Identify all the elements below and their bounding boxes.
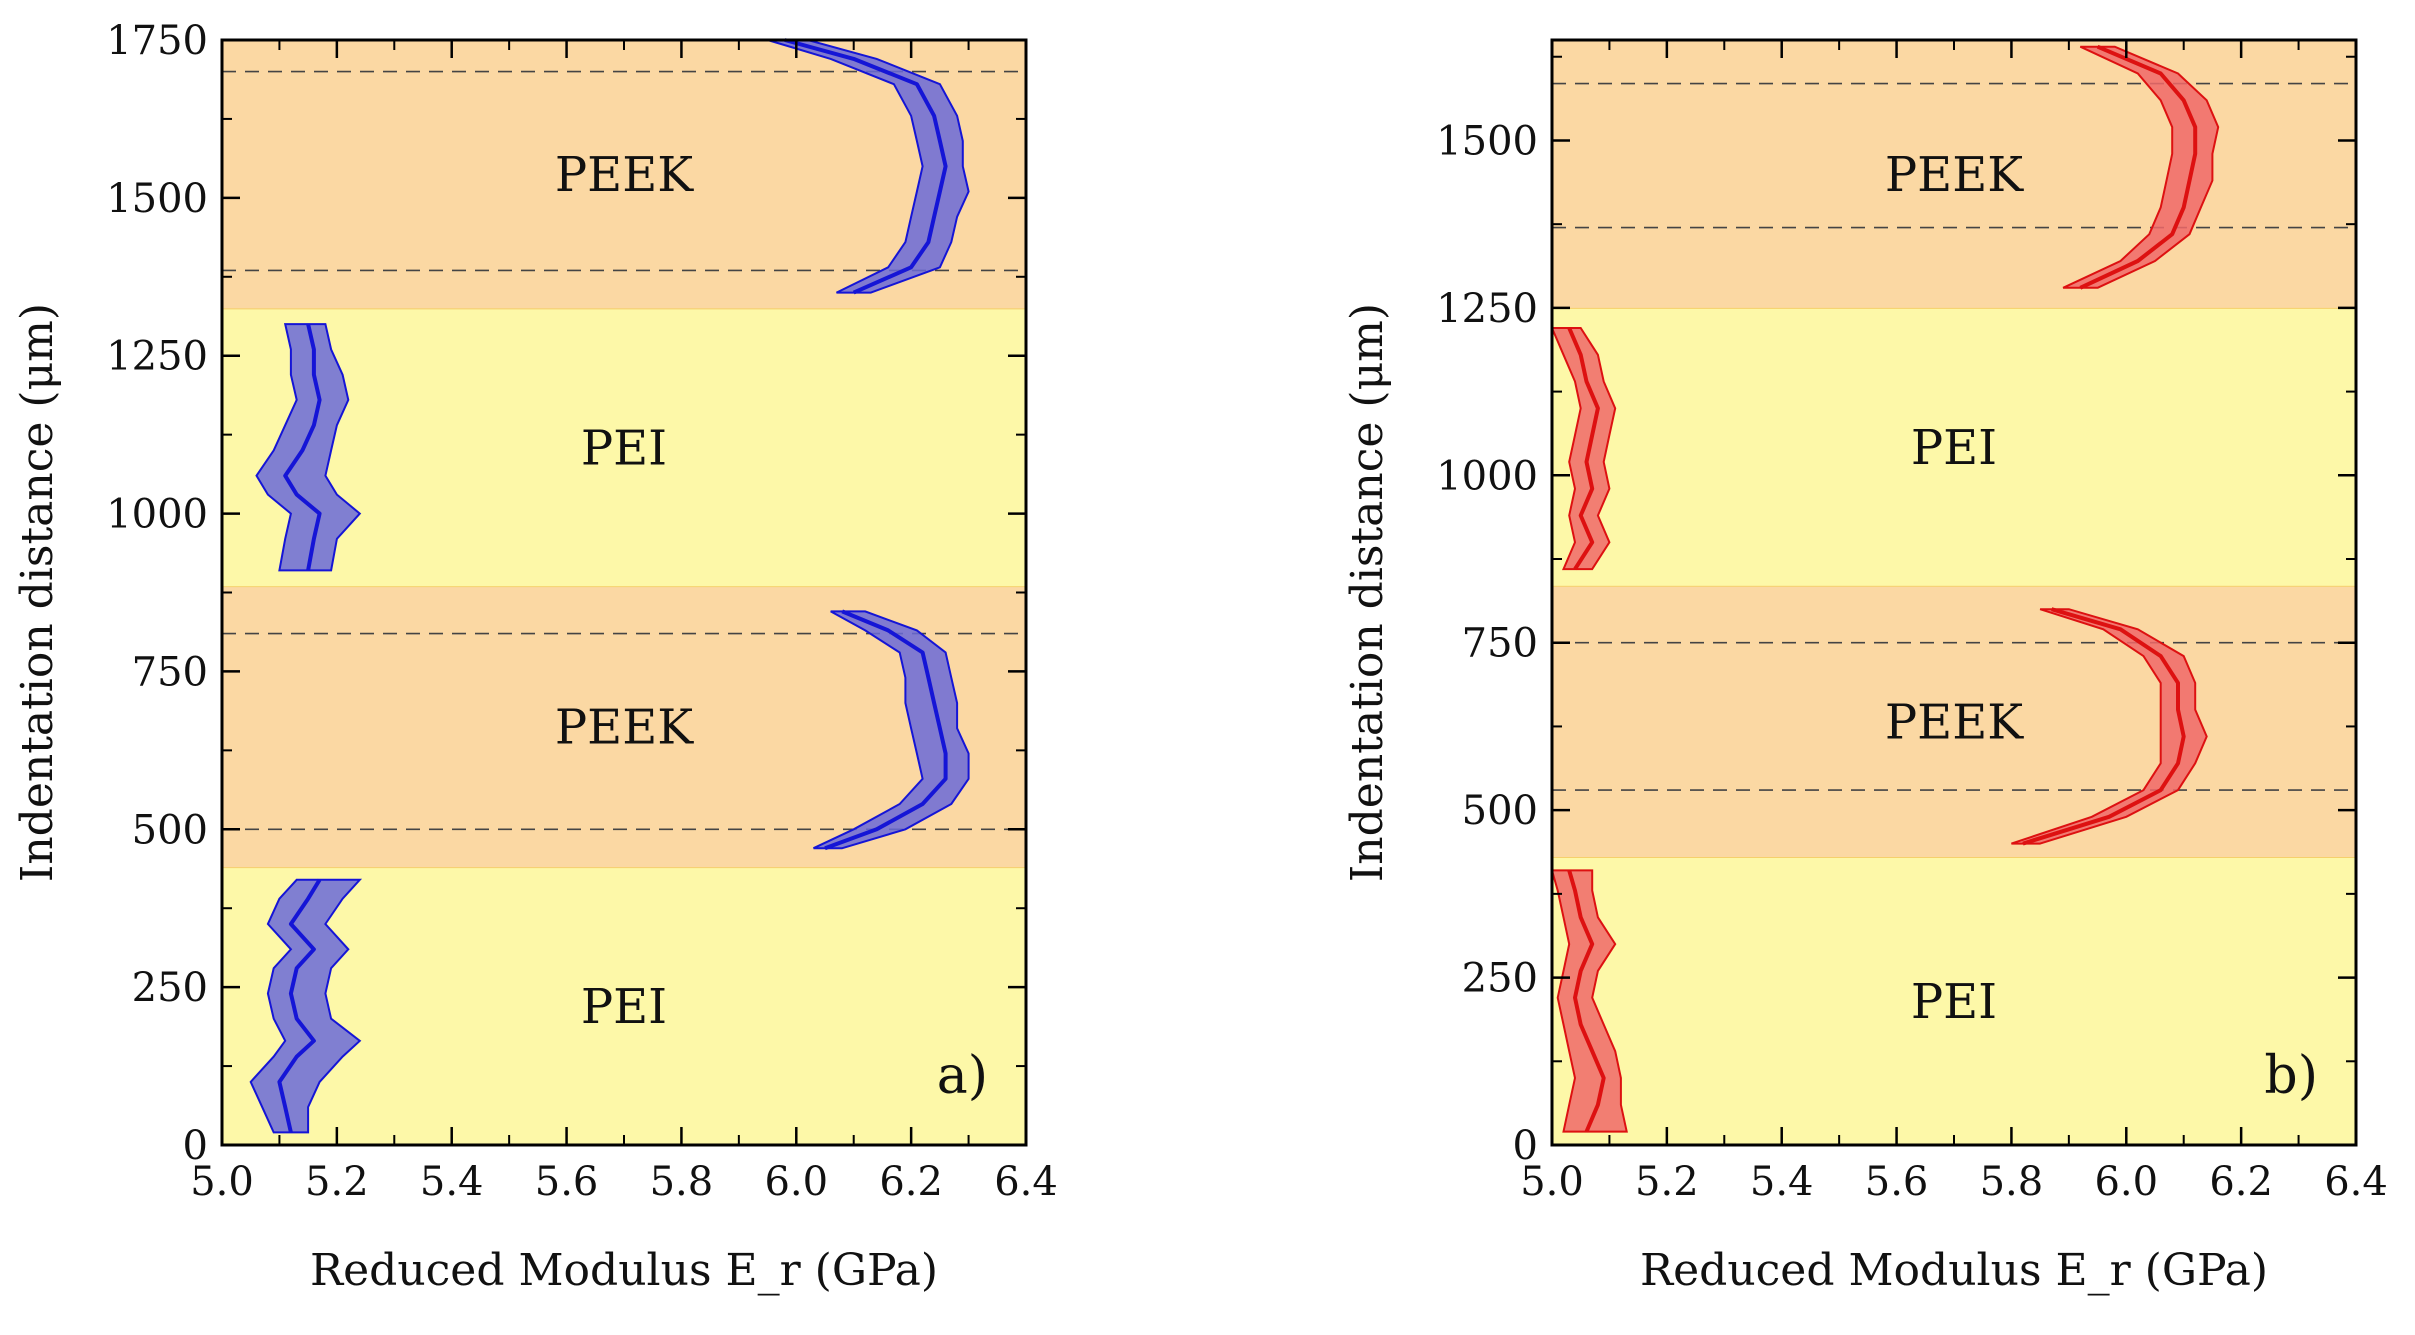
series-line: [283, 323, 322, 571]
y-tick-label: 750: [132, 649, 208, 695]
region-band: [222, 308, 1026, 587]
region-label: PEI: [581, 420, 667, 476]
series-line: [277, 878, 322, 1133]
confidence-band: [2011, 608, 2208, 845]
region-label: PEI: [1911, 974, 1997, 1030]
x-tick-label: 6.2: [2209, 1159, 2273, 1205]
region-band: [1552, 857, 2356, 1145]
x-axis-label: Reduced Modulus E_r (GPa): [310, 1245, 938, 1296]
x-tick-label: 6.4: [994, 1159, 1058, 1205]
y-tick-label: 1250: [106, 334, 208, 380]
region-label: PEEK: [1885, 147, 2024, 203]
panel-b-chart: PEI PEEK PEI PEEK 5.0 5.2 5.4 5.6 5.8 6.0 6.2 6.4 0 2…: [1342, 38, 2388, 1296]
y-tick-label: 0: [1513, 1123, 1538, 1169]
y-tick-label: 0: [183, 1123, 208, 1169]
x-tick-label: 5.2: [305, 1159, 369, 1205]
x-tick-label: 5.8: [1980, 1159, 2044, 1205]
y-tick-label: 1750: [106, 18, 208, 64]
x-axis-label: Reduced Modulus E_r (GPa): [1640, 1245, 2268, 1296]
panel-tag: b): [2264, 1046, 2318, 1106]
x-tick-label: 6.4: [2324, 1159, 2388, 1205]
x-tick-label: 5.6: [535, 1159, 599, 1205]
x-tick-label: 6.0: [2094, 1159, 2158, 1205]
y-tick-label: 250: [1462, 956, 1538, 1002]
y-tick-label: 500: [132, 807, 208, 853]
series-line: [1567, 869, 1606, 1133]
series-line: [1567, 327, 1600, 571]
y-tick-label: 1500: [106, 176, 208, 222]
region-band: [222, 867, 1026, 1145]
y-tick-label: 250: [132, 965, 208, 1011]
x-tick-label: 5.2: [1635, 1159, 1699, 1205]
y-tick-label: 1500: [1436, 118, 1538, 164]
region-label: PEI: [581, 979, 667, 1035]
region-band: [1552, 40, 2356, 308]
region-label: PEEK: [1885, 694, 2024, 750]
region-label: PEEK: [555, 700, 694, 756]
y-axis-label: Indentation distance (μm): [1342, 303, 1393, 882]
confidence-band: [2062, 45, 2220, 289]
confidence-band: [255, 323, 362, 572]
series-line: [824, 609, 948, 851]
panel-tag: a): [937, 1046, 988, 1106]
y-tick-label: 1000: [106, 492, 208, 538]
x-tick-label: 5.8: [650, 1159, 714, 1205]
y-tick-label: 1250: [1436, 286, 1538, 332]
y-tick-label: 750: [1462, 621, 1538, 667]
series-line: [2022, 607, 2186, 846]
region-band: [1552, 307, 2356, 586]
x-tick-label: 5.0: [190, 1159, 254, 1205]
y-tick-label: 1000: [1436, 453, 1538, 499]
x-tick-label: 5.4: [1750, 1159, 1814, 1205]
x-tick-label: 6.0: [764, 1159, 828, 1205]
x-tick-label: 5.0: [1520, 1159, 1584, 1205]
region-label: PEI: [1911, 420, 1997, 476]
y-tick-label: 500: [1462, 788, 1538, 834]
confidence-band: [813, 610, 970, 850]
x-tick-label: 5.6: [1865, 1159, 1929, 1205]
panel-a-chart: PEI PEEK PEI PEEK 5.0 5.2 5.4 5.6 5.8 6.0 6.2 6.4 0 2…: [12, 18, 1058, 1296]
x-tick-label: 6.2: [879, 1159, 943, 1205]
y-axis-label: Indentation distance (μm): [12, 303, 63, 882]
x-tick-label: 5.4: [420, 1159, 484, 1205]
region-label: PEEK: [555, 147, 694, 203]
series-line: [784, 38, 948, 295]
region-band: [1552, 585, 2356, 858]
confidence-band: [249, 878, 363, 1134]
series-line: [2079, 44, 2198, 290]
